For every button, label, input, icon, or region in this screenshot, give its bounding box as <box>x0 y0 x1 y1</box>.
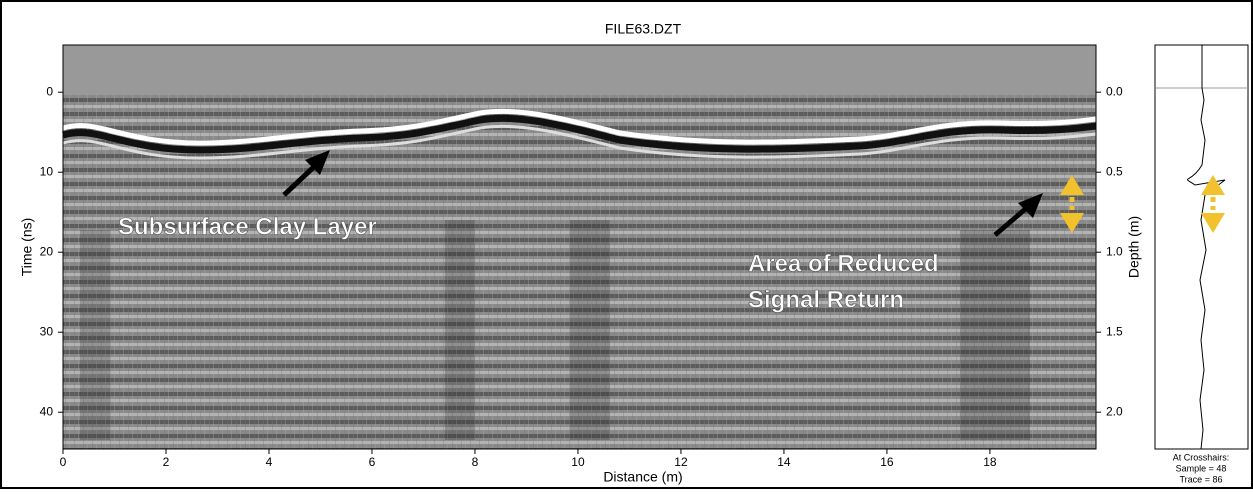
chart-title: FILE63.DZT <box>605 21 682 37</box>
crosshair-info: Sample = 48 <box>1176 463 1227 473</box>
plot-frame <box>62 44 1097 450</box>
y2-tick-label: 0.5 <box>1106 164 1123 178</box>
annotation: Subsurface Clay Layer <box>118 213 377 240</box>
x-axis-label: Distance (m) <box>603 469 682 485</box>
radargram-image <box>62 45 1097 449</box>
y-tick-label: 10 <box>40 164 54 178</box>
y2-tick-label: 1.0 <box>1106 244 1123 258</box>
trace-waveform <box>1186 45 1226 450</box>
x-tick-label: 4 <box>266 455 273 469</box>
x-tick-label: 12 <box>674 455 688 469</box>
x-tick-label: 6 <box>369 455 376 469</box>
annotation: Signal Return <box>748 286 904 313</box>
annotation-arrows <box>282 150 1084 237</box>
y2-tick-label: 2.0 <box>1106 404 1123 418</box>
y-tick-label: 20 <box>40 244 54 258</box>
crosshair-info: At Crosshairs: <box>1173 452 1230 462</box>
y-tick-label: 30 <box>40 324 54 338</box>
x-tick-label: 0 <box>60 455 67 469</box>
y2-axis-label: Depth (m) <box>1126 216 1142 278</box>
x-tick-label: 8 <box>472 455 479 469</box>
y2-tick-label: 0.0 <box>1106 84 1123 98</box>
y-tick-label: 0 <box>46 84 53 98</box>
y-axis-label: Time (ns) <box>19 218 35 277</box>
y2-tick-label: 1.5 <box>1106 324 1123 338</box>
x-tick-label: 2 <box>163 455 170 469</box>
x-tick-label: 10 <box>571 455 585 469</box>
x-tick-label: 18 <box>983 455 997 469</box>
crosshair-info: Trace = 86 <box>1180 474 1223 484</box>
annotation: Area of Reduced <box>748 250 939 277</box>
x-tick-label: 14 <box>777 455 791 469</box>
trace-arrows <box>1201 175 1225 233</box>
x-tick-label: 16 <box>880 455 894 469</box>
y-tick-label: 40 <box>40 404 54 418</box>
